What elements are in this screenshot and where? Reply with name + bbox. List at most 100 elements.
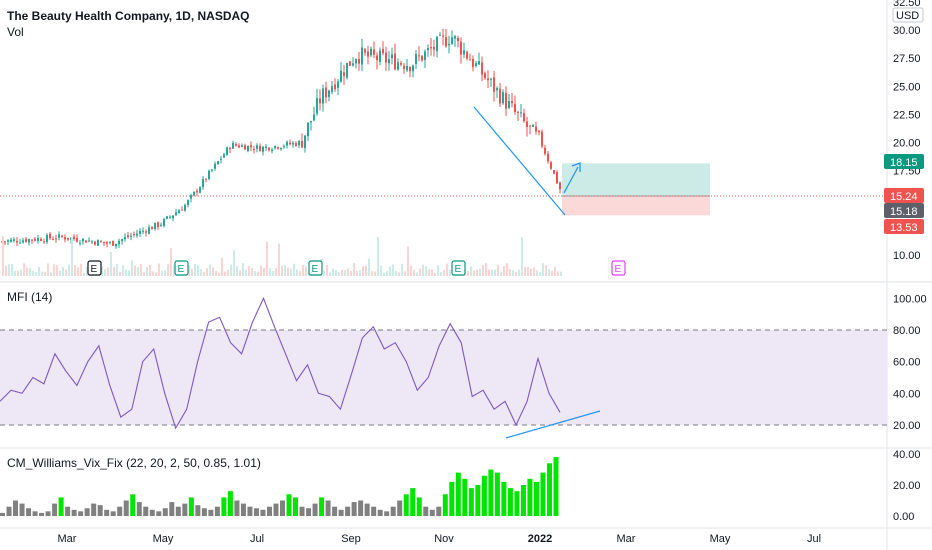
volume-bar xyxy=(422,264,424,276)
volume-bar xyxy=(65,269,67,276)
volume-bar xyxy=(473,270,475,276)
candle-body xyxy=(313,114,315,121)
vix-bar xyxy=(227,491,233,516)
candle-body xyxy=(85,240,87,243)
volume-bar xyxy=(2,236,4,276)
candle-body xyxy=(25,238,27,242)
volume-bar xyxy=(11,263,13,276)
candle-body xyxy=(100,241,102,243)
volume-bar xyxy=(407,246,409,276)
candle-body xyxy=(238,145,240,148)
vix-bar xyxy=(325,500,331,516)
volume-bar xyxy=(203,271,205,276)
vix-bar xyxy=(156,511,162,516)
candle-body xyxy=(397,62,399,70)
volume-bar xyxy=(329,272,331,276)
vix-bar xyxy=(45,511,51,516)
volume-bar xyxy=(335,269,337,276)
volume-bar xyxy=(257,271,259,276)
candle-body xyxy=(334,84,336,90)
candle-body xyxy=(31,239,33,241)
volume-bar xyxy=(365,265,367,276)
candle-body xyxy=(376,55,378,61)
volume-bar xyxy=(323,270,325,276)
candle-body xyxy=(205,178,207,180)
volume-bar xyxy=(554,266,556,276)
vix-bar xyxy=(507,488,513,516)
candle-body xyxy=(268,147,270,151)
volume-bar xyxy=(425,266,427,276)
candle-body xyxy=(67,237,69,240)
volume-bar xyxy=(302,265,304,276)
earnings-marker xyxy=(611,260,626,276)
vix-bar xyxy=(234,500,240,516)
volume-bar xyxy=(113,267,115,276)
volume-bar xyxy=(359,270,361,276)
candle-body xyxy=(364,49,366,53)
volume-bar xyxy=(191,269,193,276)
x-axis-label: May xyxy=(710,533,731,545)
candle-body xyxy=(442,35,444,37)
mfi-tick-label: 60.00 xyxy=(893,357,921,369)
candle-body xyxy=(211,169,213,171)
candle-body xyxy=(64,237,66,240)
vix-tick-label: 40.00 xyxy=(893,449,921,461)
volume-bar xyxy=(29,268,31,276)
volume-bar xyxy=(272,271,274,276)
price-badge xyxy=(884,203,924,218)
volume-bar xyxy=(443,269,445,276)
candle-body xyxy=(322,88,324,104)
candle-body xyxy=(217,161,219,165)
earnings-marker-label: E xyxy=(178,264,185,275)
candle-body xyxy=(433,47,435,50)
candle-body xyxy=(55,238,57,240)
vix-bar xyxy=(351,502,357,516)
earnings-marker xyxy=(451,260,466,276)
volume-bar xyxy=(47,263,49,276)
volume-bar xyxy=(131,260,133,276)
vix-bar xyxy=(475,485,481,516)
candle-body xyxy=(223,154,225,158)
volume-bar xyxy=(551,271,553,276)
vix-bar xyxy=(299,506,305,516)
mfi-band-fill xyxy=(0,330,887,425)
candle-body xyxy=(121,239,123,242)
candle-body xyxy=(340,70,342,82)
vix-bar xyxy=(546,463,552,516)
volume-bar xyxy=(251,267,253,276)
volume-bar xyxy=(395,271,397,276)
candle-body xyxy=(40,238,42,241)
candle-body xyxy=(28,239,30,243)
volume-bar xyxy=(524,267,526,276)
candle-body xyxy=(487,78,489,81)
volume-bar xyxy=(188,265,190,276)
volume-bar xyxy=(212,267,214,276)
volume-bar xyxy=(419,268,421,276)
candle-body xyxy=(415,54,417,64)
volume-bar xyxy=(413,269,415,276)
candle-body xyxy=(559,182,561,190)
candle-body xyxy=(382,48,384,54)
vix-bar xyxy=(449,481,455,516)
vix-bar xyxy=(188,497,194,516)
candle-body xyxy=(538,130,540,133)
candle-body xyxy=(106,242,108,244)
volume-bar xyxy=(116,264,118,276)
candle-body xyxy=(541,131,543,147)
volume-bar xyxy=(128,270,130,276)
candle-body xyxy=(331,86,333,92)
candle-body xyxy=(310,121,312,123)
volume-bar xyxy=(530,268,532,276)
vix-bar xyxy=(195,505,201,516)
volume-bar xyxy=(17,270,19,276)
candle-body xyxy=(115,243,117,247)
candle-body xyxy=(472,58,474,68)
candle-body xyxy=(427,47,429,51)
vix-bar xyxy=(221,497,227,516)
vix-bar xyxy=(240,503,246,516)
candle-body xyxy=(166,216,168,219)
volume-bar xyxy=(404,271,406,276)
candle-body xyxy=(274,145,276,149)
currency-box xyxy=(892,7,924,23)
candle-body xyxy=(325,87,327,98)
